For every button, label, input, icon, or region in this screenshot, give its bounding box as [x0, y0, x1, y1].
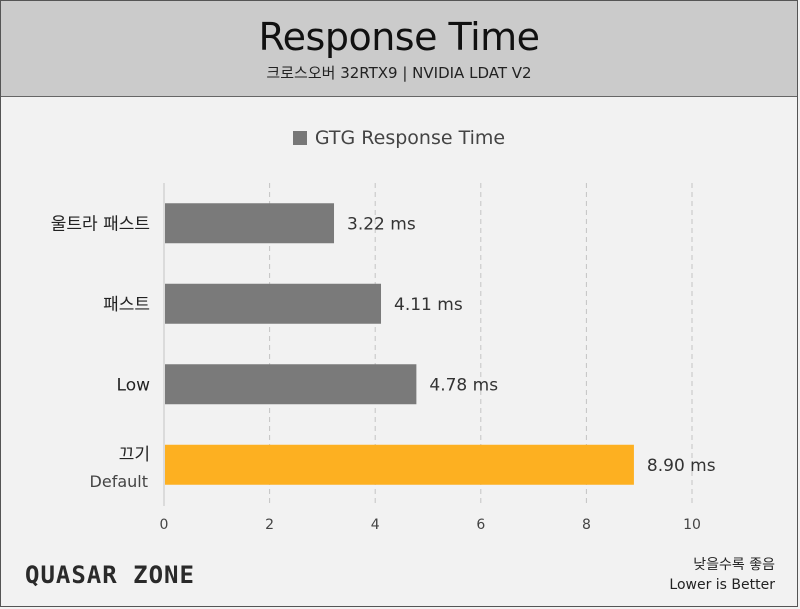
bar — [165, 203, 335, 244]
chart-title: Response Time — [258, 15, 540, 59]
brand-logo: QUASAR ZONE — [25, 561, 195, 589]
x-tick-label: 8 — [582, 517, 591, 533]
bar-value-label: 3.22 ms — [347, 214, 416, 234]
category-sublabel: Default — [90, 472, 148, 491]
x-tick-label: 2 — [265, 517, 274, 533]
bar — [165, 444, 634, 485]
chart-header: Response Time 크로스오버 32RTX9 | NVIDIA LDAT… — [1, 1, 797, 97]
bar-value-label: 8.90 ms — [647, 456, 716, 476]
category-label: 울트라 패스트 — [51, 214, 150, 234]
bar — [165, 364, 417, 405]
category-label: 끄기 — [119, 445, 150, 465]
legend-swatch — [292, 131, 307, 145]
bar — [165, 283, 382, 324]
category-label: Low — [117, 375, 151, 395]
x-tick-label: 6 — [476, 517, 485, 533]
footnote: 낮을수록 좋음 Lower is Better — [669, 555, 775, 595]
legend-label: GTG Response Time — [314, 127, 506, 149]
chart-legend: GTG Response Time — [1, 127, 797, 149]
bar-value-label: 4.11 ms — [394, 295, 463, 315]
category-label: 패스트 — [103, 295, 150, 315]
bar-value-label: 4.78 ms — [429, 375, 498, 395]
bar-chart: 0 2 4 6 8 10 3.22 ms 울트라 패스트 4.11 ms 패스트 4.78 ms Lo… — [51, 183, 716, 533]
x-tick-label: 10 — [683, 517, 701, 533]
x-tick-label: 0 — [160, 517, 169, 533]
footnote-english: Lower is Better — [669, 577, 775, 593]
chart-subtitle: 크로스오버 32RTX9 | NVIDIA LDAT V2 — [266, 64, 532, 82]
footnote-korean: 낮을수록 좋음 — [693, 557, 775, 573]
x-tick-label: 4 — [371, 517, 380, 533]
